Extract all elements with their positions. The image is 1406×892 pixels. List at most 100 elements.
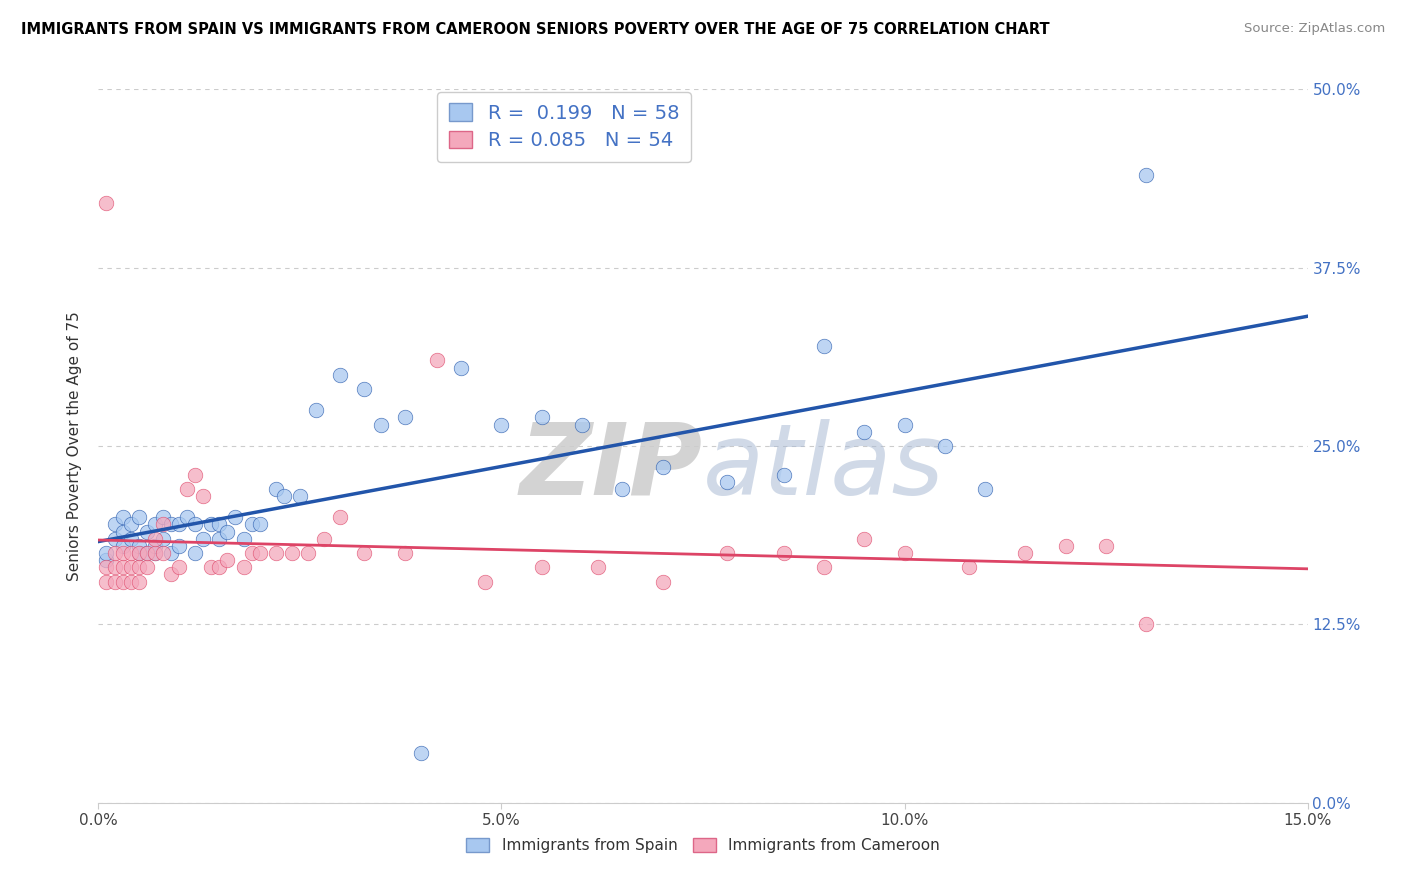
Point <box>224 510 246 524</box>
Point <box>1095 539 1118 553</box>
Point <box>974 482 997 496</box>
Point <box>329 368 352 382</box>
Point <box>813 560 835 574</box>
Point <box>1014 546 1036 560</box>
Point <box>135 546 157 560</box>
Point <box>128 510 150 524</box>
Text: IMMIGRANTS FROM SPAIN VS IMMIGRANTS FROM CAMEROON SENIORS POVERTY OVER THE AGE O: IMMIGRANTS FROM SPAIN VS IMMIGRANTS FROM… <box>21 22 1050 37</box>
Point <box>1135 168 1157 182</box>
Point <box>288 489 311 503</box>
Point <box>409 746 432 760</box>
Point <box>193 532 215 546</box>
Point <box>103 546 125 560</box>
Point <box>111 524 134 539</box>
Point <box>96 196 118 211</box>
Point <box>530 410 553 425</box>
Point <box>394 546 416 560</box>
Point <box>167 517 190 532</box>
Point <box>103 517 125 532</box>
Point <box>853 532 876 546</box>
Point <box>111 510 134 524</box>
Point <box>450 360 472 375</box>
Point <box>160 546 183 560</box>
Point <box>120 546 142 560</box>
Point <box>200 560 222 574</box>
Point <box>152 517 174 532</box>
Point <box>249 517 271 532</box>
Point <box>208 517 231 532</box>
Point <box>893 417 915 432</box>
Point <box>586 560 609 574</box>
Point <box>103 532 125 546</box>
Point <box>111 574 134 589</box>
Point <box>167 539 190 553</box>
Point <box>96 553 118 567</box>
Point <box>208 532 231 546</box>
Point <box>370 417 392 432</box>
Point <box>612 482 634 496</box>
Point <box>240 517 263 532</box>
Point <box>1135 617 1157 632</box>
Point <box>474 574 496 589</box>
Point <box>120 574 142 589</box>
Point <box>160 517 183 532</box>
Point <box>232 560 254 574</box>
Point <box>120 560 142 574</box>
Point <box>651 574 673 589</box>
Point <box>305 403 328 417</box>
Point <box>152 532 174 546</box>
Point <box>571 417 593 432</box>
Point <box>853 425 876 439</box>
Point <box>111 560 134 574</box>
Point <box>143 546 166 560</box>
Point <box>184 517 207 532</box>
Point <box>232 532 254 546</box>
Point <box>96 546 118 560</box>
Point <box>176 482 198 496</box>
Point <box>813 339 835 353</box>
Point <box>297 546 319 560</box>
Point <box>264 482 287 496</box>
Point <box>143 517 166 532</box>
Point <box>264 546 287 560</box>
Y-axis label: Seniors Poverty Over the Age of 75: Seniors Poverty Over the Age of 75 <box>67 311 83 581</box>
Point <box>128 560 150 574</box>
Point <box>394 410 416 425</box>
Point <box>651 460 673 475</box>
Point <box>314 532 336 546</box>
Text: atlas: atlas <box>703 419 945 516</box>
Point <box>934 439 956 453</box>
Point <box>120 532 142 546</box>
Legend: Immigrants from Spain, Immigrants from Cameroon: Immigrants from Spain, Immigrants from C… <box>460 832 946 859</box>
Point <box>111 539 134 553</box>
Point <box>128 546 150 560</box>
Point <box>120 517 142 532</box>
Point <box>184 467 207 482</box>
Point <box>208 560 231 574</box>
Point <box>135 524 157 539</box>
Point <box>217 524 239 539</box>
Point <box>152 510 174 524</box>
Point <box>957 560 980 574</box>
Point <box>716 546 738 560</box>
Point <box>491 417 513 432</box>
Point <box>167 560 190 574</box>
Point <box>111 546 134 560</box>
Point <box>128 546 150 560</box>
Point <box>160 567 183 582</box>
Point <box>135 546 157 560</box>
Point <box>240 546 263 560</box>
Point <box>96 574 118 589</box>
Point <box>893 546 915 560</box>
Point <box>530 560 553 574</box>
Point <box>426 353 449 368</box>
Point <box>96 560 118 574</box>
Point <box>128 574 150 589</box>
Point <box>273 489 295 503</box>
Point <box>143 546 166 560</box>
Point <box>152 546 174 560</box>
Point <box>184 546 207 560</box>
Point <box>200 517 222 532</box>
Point <box>249 546 271 560</box>
Point <box>143 532 166 546</box>
